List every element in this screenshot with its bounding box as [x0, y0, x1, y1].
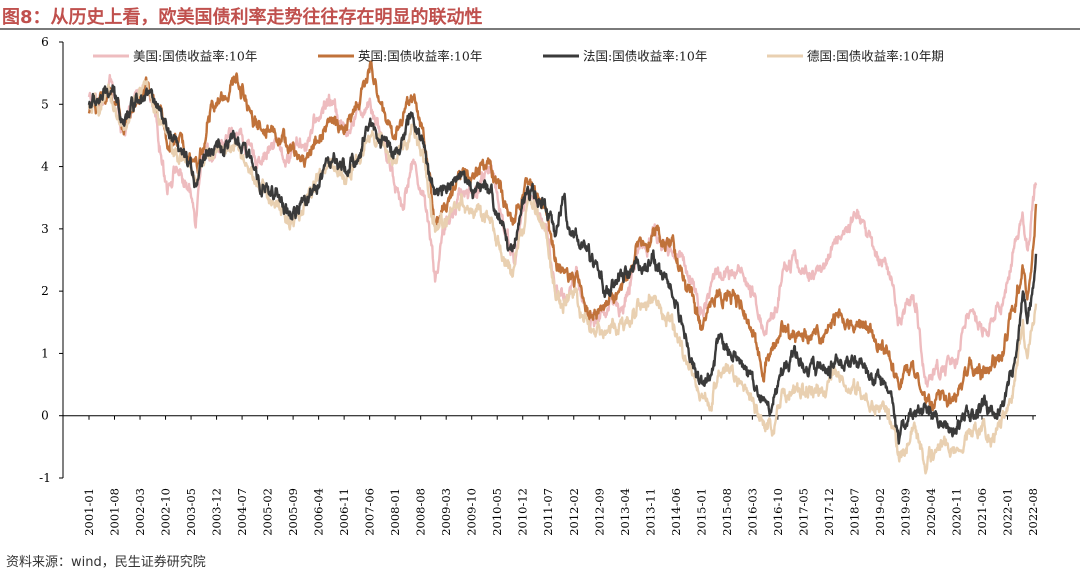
series-line: [87, 80, 1038, 475]
x-tick-label: 2021-06: [975, 488, 989, 536]
y-tick-label: 5: [41, 97, 49, 111]
series-line: [87, 73, 1038, 388]
legend-label: 法国:国债收益率:10年: [583, 49, 707, 64]
x-tick-label: 2006-11: [337, 488, 351, 536]
legend-label: 德国:国债收益率:10年期: [807, 49, 944, 64]
x-tick-label: 2006-04: [312, 488, 326, 536]
x-tick-label: 2019-09: [898, 488, 912, 536]
x-tick-label: 2012-02: [567, 488, 581, 536]
legend-label: 英国:国债收益率:10年: [358, 49, 482, 64]
y-tick-label: 1: [41, 346, 49, 360]
x-tick-label: 2020-04: [924, 488, 938, 536]
x-tick-label: 2001-01: [82, 488, 96, 536]
x-tick-label: 2015-01: [694, 488, 708, 536]
x-tick-label: 2018-07: [847, 488, 861, 536]
y-tick-label: 4: [41, 160, 49, 174]
x-tick-label: 2016-10: [771, 488, 785, 536]
legend: 美国:国债收益率:10年 英国:国债收益率:10年 法国:国债收益率:10年 德国:国…: [93, 49, 944, 64]
x-tick-label: 2009-10: [465, 488, 479, 536]
series-line: [87, 60, 1038, 412]
x-tick-label: 2010-12: [516, 488, 530, 536]
x-tick-label: 2013-11: [643, 488, 657, 536]
x-tick-label: 2022-01: [1000, 488, 1014, 536]
x-tick-label: 2005-09: [286, 488, 300, 536]
y-tick-label: 2: [41, 284, 49, 298]
x-axis: 2001-01 2001-08 2002-03 2002-10 2003-05 2003-…: [63, 415, 1040, 536]
y-axis: -1 0 1 2 3 4 5 6: [39, 35, 64, 485]
x-tick-label: 2017-12: [822, 488, 836, 536]
x-tick-label: 2022-08: [1026, 488, 1040, 536]
y-tick-label: 0: [41, 409, 49, 423]
x-tick-label: 2010-05: [490, 488, 504, 536]
x-tick-label: 2017-05: [796, 488, 810, 536]
x-tick-label: 2003-12: [210, 488, 224, 536]
x-tick-label: 2003-05: [184, 488, 198, 536]
x-tick-label: 2004-07: [235, 488, 249, 536]
chart-title: 图8：从历史上看，欧美国债利率走势往往存在明显的联动性: [2, 7, 483, 28]
legend-label: 美国:国债收益率:10年: [133, 49, 257, 64]
x-tick-label: 2009-03: [439, 488, 453, 536]
x-tick-label: 2016-03: [745, 488, 759, 536]
x-tick-label: 2014-06: [669, 488, 683, 536]
y-tick-label: 3: [41, 222, 49, 236]
x-tick-label: 2002-10: [159, 488, 173, 536]
x-tick-label: 2008-08: [414, 488, 428, 536]
x-tick-label: 2015-08: [720, 488, 734, 536]
x-tick-label: 2001-08: [108, 488, 122, 536]
source-note: 资料来源：wind，民生证券研究院: [6, 555, 206, 570]
series-layer: [87, 60, 1038, 475]
x-tick-label: 2007-06: [363, 488, 377, 536]
x-tick-label: 2020-11: [949, 488, 963, 536]
x-tick-label: 2019-02: [873, 488, 887, 536]
x-tick-label: 2005-02: [261, 488, 275, 536]
series-line: [87, 84, 1038, 445]
title-bar: 图8：从历史上看，欧美国债利率走势往往存在明显的联动性: [0, 0, 1080, 30]
y-tick-label: 6: [41, 35, 49, 49]
x-tick-label: 2002-03: [133, 488, 147, 536]
x-tick-label: 2012-09: [592, 488, 606, 536]
x-tick-label: 2013-04: [618, 488, 632, 536]
y-tick-label: -1: [39, 471, 51, 485]
x-tick-label: 2011-07: [541, 488, 555, 536]
x-tick-label: 2008-01: [388, 488, 402, 536]
